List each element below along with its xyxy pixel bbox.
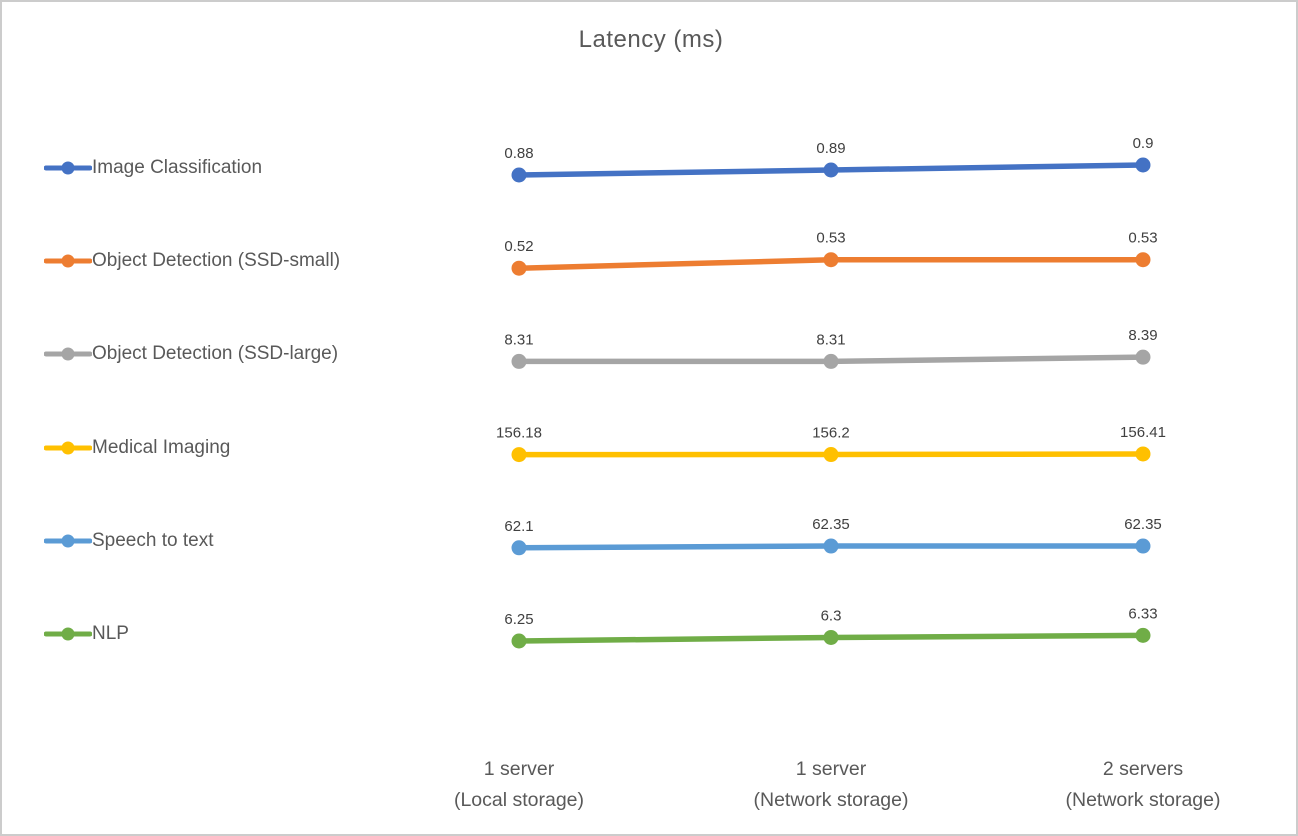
category-label-line: 1 server bbox=[795, 758, 867, 780]
data-point bbox=[511, 540, 527, 556]
data-point bbox=[511, 447, 527, 463]
category-label: 2 servers (Network storage) bbox=[983, 754, 1296, 816]
data-point bbox=[511, 353, 527, 369]
data-label: 156.18 bbox=[496, 425, 542, 442]
data-label: 8.39 bbox=[1128, 327, 1157, 344]
data-point bbox=[823, 447, 839, 463]
legend-item: Object Detection (SSD-small) bbox=[44, 250, 340, 272]
legend-item: Image Classification bbox=[44, 157, 262, 179]
data-label: 62.1 bbox=[504, 518, 533, 535]
legend-label: Object Detection (SSD-large) bbox=[92, 343, 339, 365]
data-point bbox=[1135, 538, 1151, 554]
data-label: 0.89 bbox=[816, 140, 845, 157]
category-label-line: 1 server bbox=[483, 758, 555, 780]
data-label: 156.2 bbox=[812, 425, 850, 442]
data-label: 8.31 bbox=[816, 331, 845, 348]
legend-label: Object Detection (SSD-small) bbox=[92, 250, 341, 272]
data-point bbox=[823, 252, 839, 268]
data-label: 156.41 bbox=[1120, 424, 1166, 441]
category-label-line: (Network storage) bbox=[753, 789, 909, 811]
category-label-line: (Local storage) bbox=[453, 789, 585, 811]
data-point bbox=[823, 162, 839, 178]
data-label: 8.31 bbox=[504, 331, 533, 348]
category-label: 1 server (Network storage) bbox=[671, 754, 991, 816]
category-label: 1 server (Local storage) bbox=[359, 754, 679, 816]
legend-label: NLP bbox=[92, 623, 129, 644]
data-label: 62.35 bbox=[1124, 516, 1162, 533]
data-label: 0.53 bbox=[816, 230, 845, 247]
data-point bbox=[1135, 157, 1151, 173]
data-label: 62.35 bbox=[812, 516, 850, 533]
legend-marker-icon bbox=[44, 161, 92, 175]
data-point bbox=[1135, 627, 1151, 643]
data-point bbox=[823, 629, 839, 645]
legend-marker-icon bbox=[44, 347, 92, 361]
data-point bbox=[511, 260, 527, 276]
data-point bbox=[823, 538, 839, 554]
data-label: 6.3 bbox=[821, 607, 842, 624]
data-point bbox=[1135, 252, 1151, 268]
legend-item: NLP bbox=[44, 623, 129, 645]
data-label: 0.9 bbox=[1133, 135, 1154, 152]
data-label: 0.52 bbox=[504, 238, 533, 255]
data-point bbox=[1135, 446, 1151, 462]
data-label: 0.88 bbox=[504, 145, 533, 162]
data-label: 6.33 bbox=[1128, 605, 1157, 622]
legend-item: Medical Imaging bbox=[44, 437, 230, 459]
data-point bbox=[1135, 349, 1151, 365]
data-point bbox=[823, 353, 839, 369]
legend-marker-icon bbox=[44, 534, 92, 548]
legend-item: Object Detection (SSD-large) bbox=[44, 343, 338, 365]
data-point bbox=[511, 167, 527, 183]
legend-label: Medical Imaging bbox=[92, 436, 231, 458]
legend-marker-icon bbox=[44, 254, 92, 268]
category-label-line: 2 servers bbox=[1102, 758, 1184, 780]
category-label-line: (Network storage) bbox=[1065, 789, 1221, 811]
legend-marker-icon bbox=[44, 441, 92, 455]
data-label: 6.25 bbox=[504, 611, 533, 628]
data-point bbox=[511, 633, 527, 649]
chart-title: Latency (ms) bbox=[578, 26, 724, 53]
data-label: 0.53 bbox=[1128, 230, 1157, 247]
legend-marker-icon bbox=[44, 627, 92, 641]
legend-item: Speech to text bbox=[44, 530, 213, 552]
legend-label: Speech to text bbox=[92, 529, 214, 551]
legend-label: Image Classification bbox=[92, 157, 263, 178]
